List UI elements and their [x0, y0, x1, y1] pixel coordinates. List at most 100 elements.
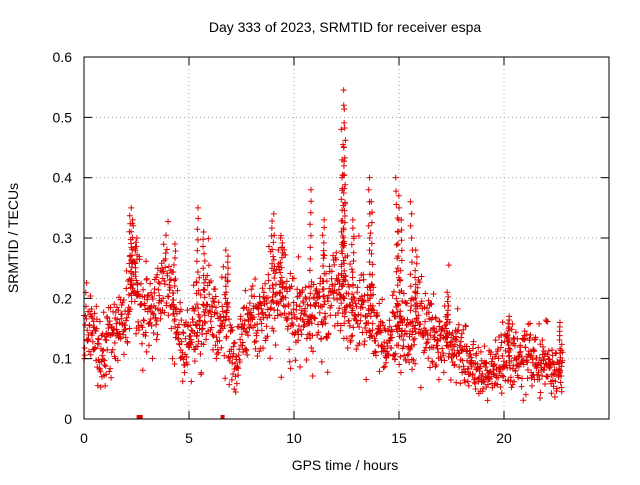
data-point — [416, 326, 423, 333]
data-point — [350, 233, 357, 240]
data-point — [344, 344, 351, 351]
data-point — [556, 367, 563, 374]
data-point — [536, 376, 543, 383]
data-point — [153, 274, 160, 281]
data-point — [239, 339, 246, 346]
data-point — [520, 361, 527, 368]
data-point — [349, 274, 356, 281]
data-point — [207, 308, 214, 315]
data-point — [466, 347, 473, 354]
data-point — [226, 381, 233, 388]
data-point — [453, 379, 460, 386]
data-point — [212, 293, 219, 300]
data-point — [193, 279, 200, 286]
data-point — [428, 301, 435, 308]
data-point — [272, 281, 279, 288]
data-point — [349, 269, 356, 276]
data-point — [157, 315, 164, 322]
data-point — [451, 361, 458, 368]
data-point — [445, 293, 452, 300]
data-point — [460, 326, 467, 333]
data-point — [347, 260, 354, 267]
data-point — [395, 342, 402, 349]
data-point — [235, 372, 242, 379]
data-point — [330, 295, 337, 302]
data-point — [333, 290, 340, 297]
data-point — [84, 337, 91, 344]
data-point — [379, 296, 386, 303]
data-point — [183, 353, 190, 360]
data-point — [93, 303, 100, 310]
data-point — [349, 282, 356, 289]
data-point — [341, 267, 348, 274]
data-point — [337, 322, 344, 329]
data-point — [342, 181, 349, 188]
data-point — [165, 312, 172, 319]
data-point — [197, 291, 204, 298]
data-point — [230, 343, 237, 350]
data-point — [232, 388, 239, 395]
data-point — [424, 330, 431, 337]
data-point — [111, 339, 118, 346]
data-point — [408, 259, 415, 266]
data-point — [223, 307, 230, 314]
data-point — [299, 287, 306, 294]
data-point — [338, 300, 345, 307]
data-point — [423, 340, 430, 347]
data-point — [534, 361, 541, 368]
data-point — [491, 361, 498, 368]
data-point — [175, 331, 182, 338]
data-point — [342, 308, 349, 315]
data-point — [322, 320, 329, 327]
data-point — [551, 394, 558, 401]
data-point — [127, 306, 134, 313]
data-point — [186, 344, 193, 351]
isolated-point — [136, 415, 141, 419]
data-point — [505, 320, 512, 327]
data-point — [120, 297, 127, 304]
y-tick-label: 0.6 — [53, 49, 73, 65]
data-point — [99, 347, 106, 354]
data-point — [290, 275, 297, 282]
data-point — [458, 330, 465, 337]
data-point — [447, 342, 454, 349]
data-point — [257, 316, 264, 323]
data-point — [153, 317, 160, 324]
data-point — [338, 126, 345, 133]
data-point — [258, 327, 265, 334]
data-point — [349, 290, 356, 297]
data-point — [89, 338, 96, 345]
data-point — [512, 342, 519, 349]
data-point — [307, 301, 314, 308]
data-point — [415, 312, 422, 319]
data-point — [103, 337, 110, 344]
data-point — [465, 365, 472, 372]
data-point — [126, 212, 133, 219]
data-point — [528, 352, 535, 359]
data-point — [333, 249, 340, 256]
data-point — [558, 363, 565, 370]
data-point — [320, 292, 327, 299]
data-point — [348, 333, 355, 340]
data-point — [421, 347, 428, 354]
data-point — [195, 305, 202, 312]
data-point — [517, 348, 524, 355]
data-point — [341, 295, 348, 302]
data-point — [515, 374, 522, 381]
data-point — [178, 317, 185, 324]
data-point — [297, 326, 304, 333]
y-tick-label: 0.5 — [53, 109, 73, 125]
data-point — [223, 289, 230, 296]
data-point — [287, 270, 294, 277]
data-point — [372, 337, 379, 344]
data-point — [201, 312, 208, 319]
data-point — [307, 244, 314, 251]
data-point — [279, 249, 286, 256]
data-point — [143, 275, 150, 282]
data-point — [133, 330, 140, 337]
data-point — [142, 329, 149, 336]
data-point — [458, 334, 465, 341]
data-point — [129, 246, 136, 253]
data-point — [353, 303, 360, 310]
data-point — [83, 279, 90, 286]
